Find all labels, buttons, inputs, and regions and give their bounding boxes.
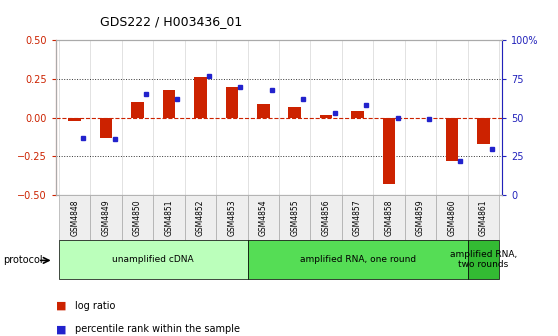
- Text: GSM4853: GSM4853: [227, 199, 237, 236]
- Bar: [468, 240, 499, 279]
- Text: GSM4851: GSM4851: [165, 199, 174, 236]
- Bar: [383, 118, 395, 184]
- Bar: [436, 195, 468, 240]
- Bar: [69, 118, 81, 121]
- Bar: [257, 104, 270, 118]
- Text: ■: ■: [56, 324, 66, 334]
- Bar: [248, 240, 468, 279]
- Bar: [352, 112, 364, 118]
- Text: unamplified cDNA: unamplified cDNA: [113, 255, 194, 264]
- Text: GSM4850: GSM4850: [133, 199, 142, 236]
- Bar: [59, 195, 90, 240]
- Bar: [90, 195, 122, 240]
- Bar: [216, 195, 248, 240]
- Bar: [185, 195, 216, 240]
- Text: GSM4852: GSM4852: [196, 199, 205, 236]
- Text: amplified RNA,
two rounds: amplified RNA, two rounds: [450, 250, 517, 269]
- Text: GSM4855: GSM4855: [290, 199, 299, 236]
- Bar: [59, 240, 248, 279]
- Bar: [163, 90, 175, 118]
- Bar: [131, 102, 144, 118]
- Text: GSM4848: GSM4848: [70, 199, 79, 236]
- Text: GSM4860: GSM4860: [448, 199, 456, 236]
- Bar: [342, 195, 373, 240]
- Bar: [446, 118, 458, 161]
- Text: GDS222 / H003436_01: GDS222 / H003436_01: [100, 15, 243, 28]
- Bar: [477, 118, 489, 144]
- Text: GSM4859: GSM4859: [416, 199, 425, 236]
- Bar: [468, 195, 499, 240]
- Bar: [405, 195, 436, 240]
- Bar: [279, 195, 310, 240]
- Text: protocol: protocol: [3, 255, 42, 265]
- Text: log ratio: log ratio: [75, 301, 116, 311]
- Bar: [320, 115, 333, 118]
- Bar: [194, 77, 206, 118]
- Text: amplified RNA, one round: amplified RNA, one round: [300, 255, 416, 264]
- Bar: [248, 195, 279, 240]
- Text: GSM4849: GSM4849: [102, 199, 110, 236]
- Bar: [100, 118, 112, 138]
- Bar: [122, 195, 153, 240]
- Text: percentile rank within the sample: percentile rank within the sample: [75, 324, 240, 334]
- Text: GSM4854: GSM4854: [259, 199, 268, 236]
- Text: GSM4858: GSM4858: [384, 199, 393, 236]
- Bar: [310, 195, 342, 240]
- Bar: [373, 195, 405, 240]
- Text: GSM4861: GSM4861: [479, 199, 488, 236]
- Text: ■: ■: [56, 301, 66, 311]
- Bar: [153, 195, 185, 240]
- Bar: [225, 87, 238, 118]
- Text: GSM4857: GSM4857: [353, 199, 362, 236]
- Text: GSM4856: GSM4856: [321, 199, 331, 236]
- Bar: [288, 107, 301, 118]
